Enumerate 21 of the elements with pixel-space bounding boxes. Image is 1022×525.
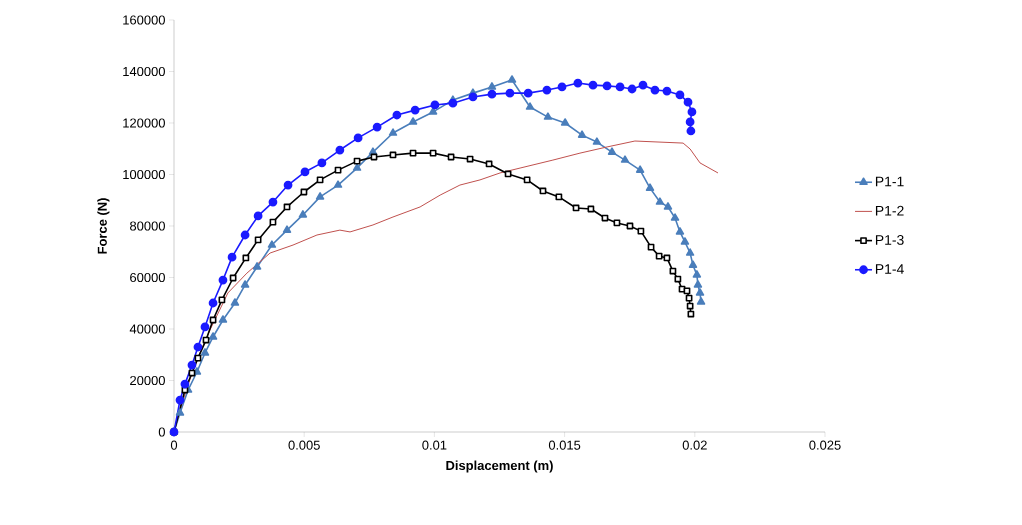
x-tick-label: 0.02 [682,440,707,450]
y-tick-label: 140000 [123,66,165,77]
y-tick-label: 20000 [130,375,165,386]
legend-label: P1-4 [875,264,904,274]
y-tick-label: 100000 [123,169,165,180]
y-tick-label: 0 [158,427,165,437]
y-axis-title: Force (N) [97,198,110,254]
y-tick-label: 60000 [130,272,165,283]
legend-label: P1-2 [875,205,904,216]
x-tick-label: 0.005 [288,440,320,450]
x-tick-label: 0.015 [548,440,581,450]
y-tick-label: 80000 [130,221,165,231]
y-tick-label: 40000 [129,324,165,334]
x-axis-title: Displacement (m) [446,460,553,473]
x-tick-label: 0 [170,440,178,450]
y-tick-label: 120000 [123,118,165,128]
x-tick-label: 0.01 [422,440,447,450]
legend-label: P1-3 [875,234,904,245]
legend-label: P1-1 [875,176,904,187]
y-tick-label: 160000 [123,15,165,25]
x-tick-label: 0.025 [809,440,841,450]
